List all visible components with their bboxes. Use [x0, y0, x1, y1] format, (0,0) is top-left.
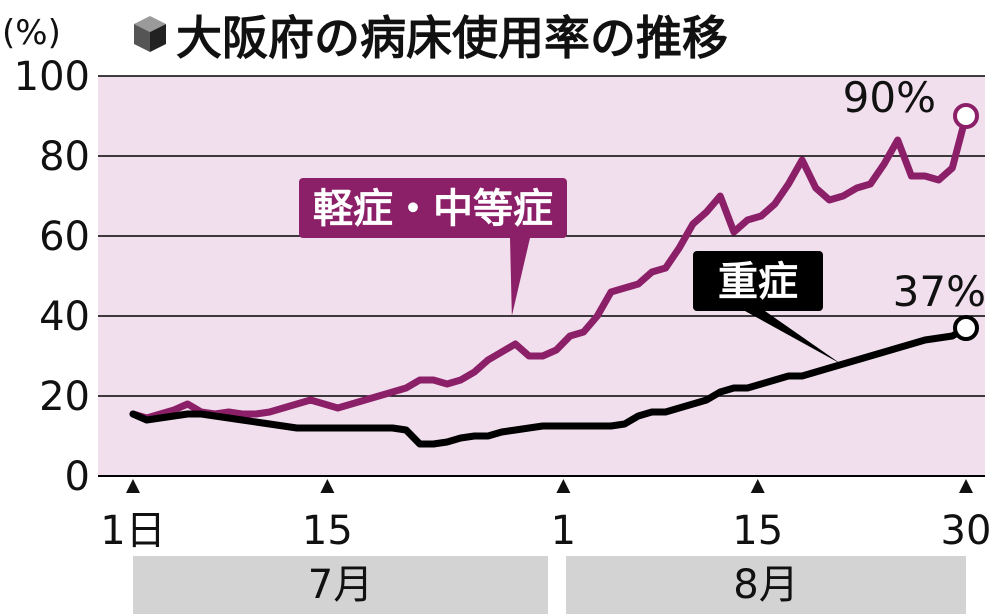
series-line [129, 324, 970, 448]
cube-icon [134, 16, 166, 52]
y-tick-label: 0 [65, 454, 90, 500]
series-label-box [693, 251, 823, 311]
x-tick-marker [959, 479, 973, 493]
x-tick-label: 15 [302, 508, 353, 554]
month-bands: 7月 8月 [133, 556, 966, 614]
series-label: 軽症・中等症 [313, 186, 553, 232]
y-tick-label: 20 [39, 374, 90, 420]
y-tick-label: 80 [39, 134, 90, 180]
series-label-pointer [510, 238, 530, 316]
series-line [129, 112, 970, 422]
x-tick-marker [320, 479, 335, 493]
axes: 0 20 40 60 80 100 1日 15 1 15 30 [14, 54, 992, 554]
month-band [566, 556, 966, 614]
series-labels: 軽症・中等症 90% 重症 37% [299, 73, 986, 364]
plot-background [98, 76, 985, 476]
series-end-label: 37% [893, 267, 986, 316]
series-end-point [953, 315, 979, 341]
series-label: 重症 [718, 259, 798, 305]
series-end-label: 90% [843, 73, 936, 122]
y-tick-label: 40 [39, 294, 90, 340]
y-tick-label: 60 [39, 214, 90, 260]
series-label-box [299, 178, 567, 238]
x-tick-marker [750, 479, 765, 493]
x-tick-marker [126, 479, 140, 493]
y-axis-unit: (%) [2, 13, 61, 53]
month-label: 8月 [733, 562, 798, 608]
x-tick-label: 15 [732, 508, 783, 554]
x-tick-marker [556, 479, 571, 493]
series-end-point [953, 103, 979, 129]
x-tick-label: 1日 [100, 508, 165, 554]
series-label-pointer [745, 311, 842, 364]
plot-area [98, 76, 985, 476]
month-label: 7月 [308, 562, 373, 608]
series-lines [129, 103, 979, 448]
chart-title: 大阪府の病床使用率の推移 [176, 11, 728, 65]
y-tick-label: 100 [14, 54, 90, 100]
x-tick-label: 30 [941, 508, 992, 554]
x-tick-label: 1 [551, 508, 576, 554]
month-band [133, 556, 548, 614]
